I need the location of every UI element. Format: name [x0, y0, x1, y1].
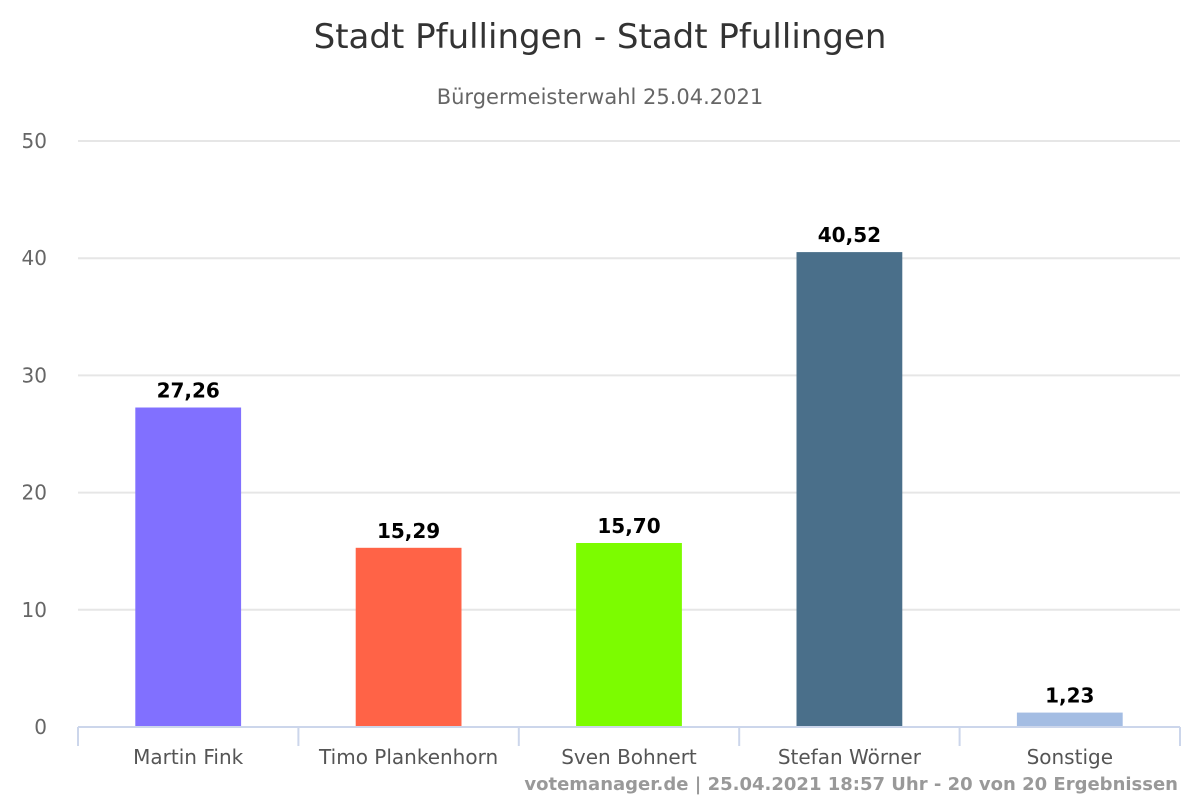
- y-tick-label: 20: [22, 481, 47, 505]
- data-label: 1,23: [1045, 684, 1094, 708]
- x-axis: [77, 726, 1181, 746]
- chart-subtitle: Bürgermeisterwahl 25.04.2021: [437, 85, 764, 109]
- x-tick-label: Timo Plankenhorn: [318, 745, 498, 769]
- bars: [135, 252, 1123, 728]
- data-label: 15,29: [377, 519, 440, 543]
- bar-sonstige[interactable]: [1016, 712, 1123, 727]
- bar-stefan-w-rner[interactable]: [796, 252, 903, 728]
- x-tick-label: Sven Bohnert: [561, 745, 697, 769]
- data-label: 27,26: [157, 379, 220, 403]
- y-tick-label: 50: [22, 129, 47, 153]
- bar-martin-fink[interactable]: [135, 407, 242, 727]
- gridlines: [78, 140, 1180, 611]
- bar-timo-plankenhorn[interactable]: [355, 547, 462, 727]
- x-tick-label: Stefan Wörner: [778, 745, 922, 769]
- data-label: 15,70: [597, 514, 660, 538]
- credits-text[interactable]: votemanager.de | 25.04.2021 18:57 Uhr - …: [524, 774, 1178, 795]
- x-axis-labels: Martin Fink Timo Plankenhorn Sven Bohnert S…: [133, 745, 1113, 769]
- y-tick-label: 0: [34, 715, 47, 739]
- y-tick-label: 10: [22, 598, 47, 622]
- data-labels: 27,26 15,29 15,70 40,52 1,23: [157, 223, 1095, 707]
- x-tick-label: Martin Fink: [133, 745, 243, 769]
- y-axis-labels: 0 10 20 30 40 50: [22, 129, 47, 739]
- chart-title: Stadt Pfullingen - Stadt Pfullingen: [314, 17, 887, 57]
- y-tick-label: 40: [22, 246, 47, 270]
- bar-sven-bohnert[interactable]: [576, 542, 682, 727]
- data-label: 40,52: [818, 223, 881, 247]
- y-tick-label: 30: [22, 363, 47, 387]
- x-tick-label: Sonstige: [1027, 745, 1113, 769]
